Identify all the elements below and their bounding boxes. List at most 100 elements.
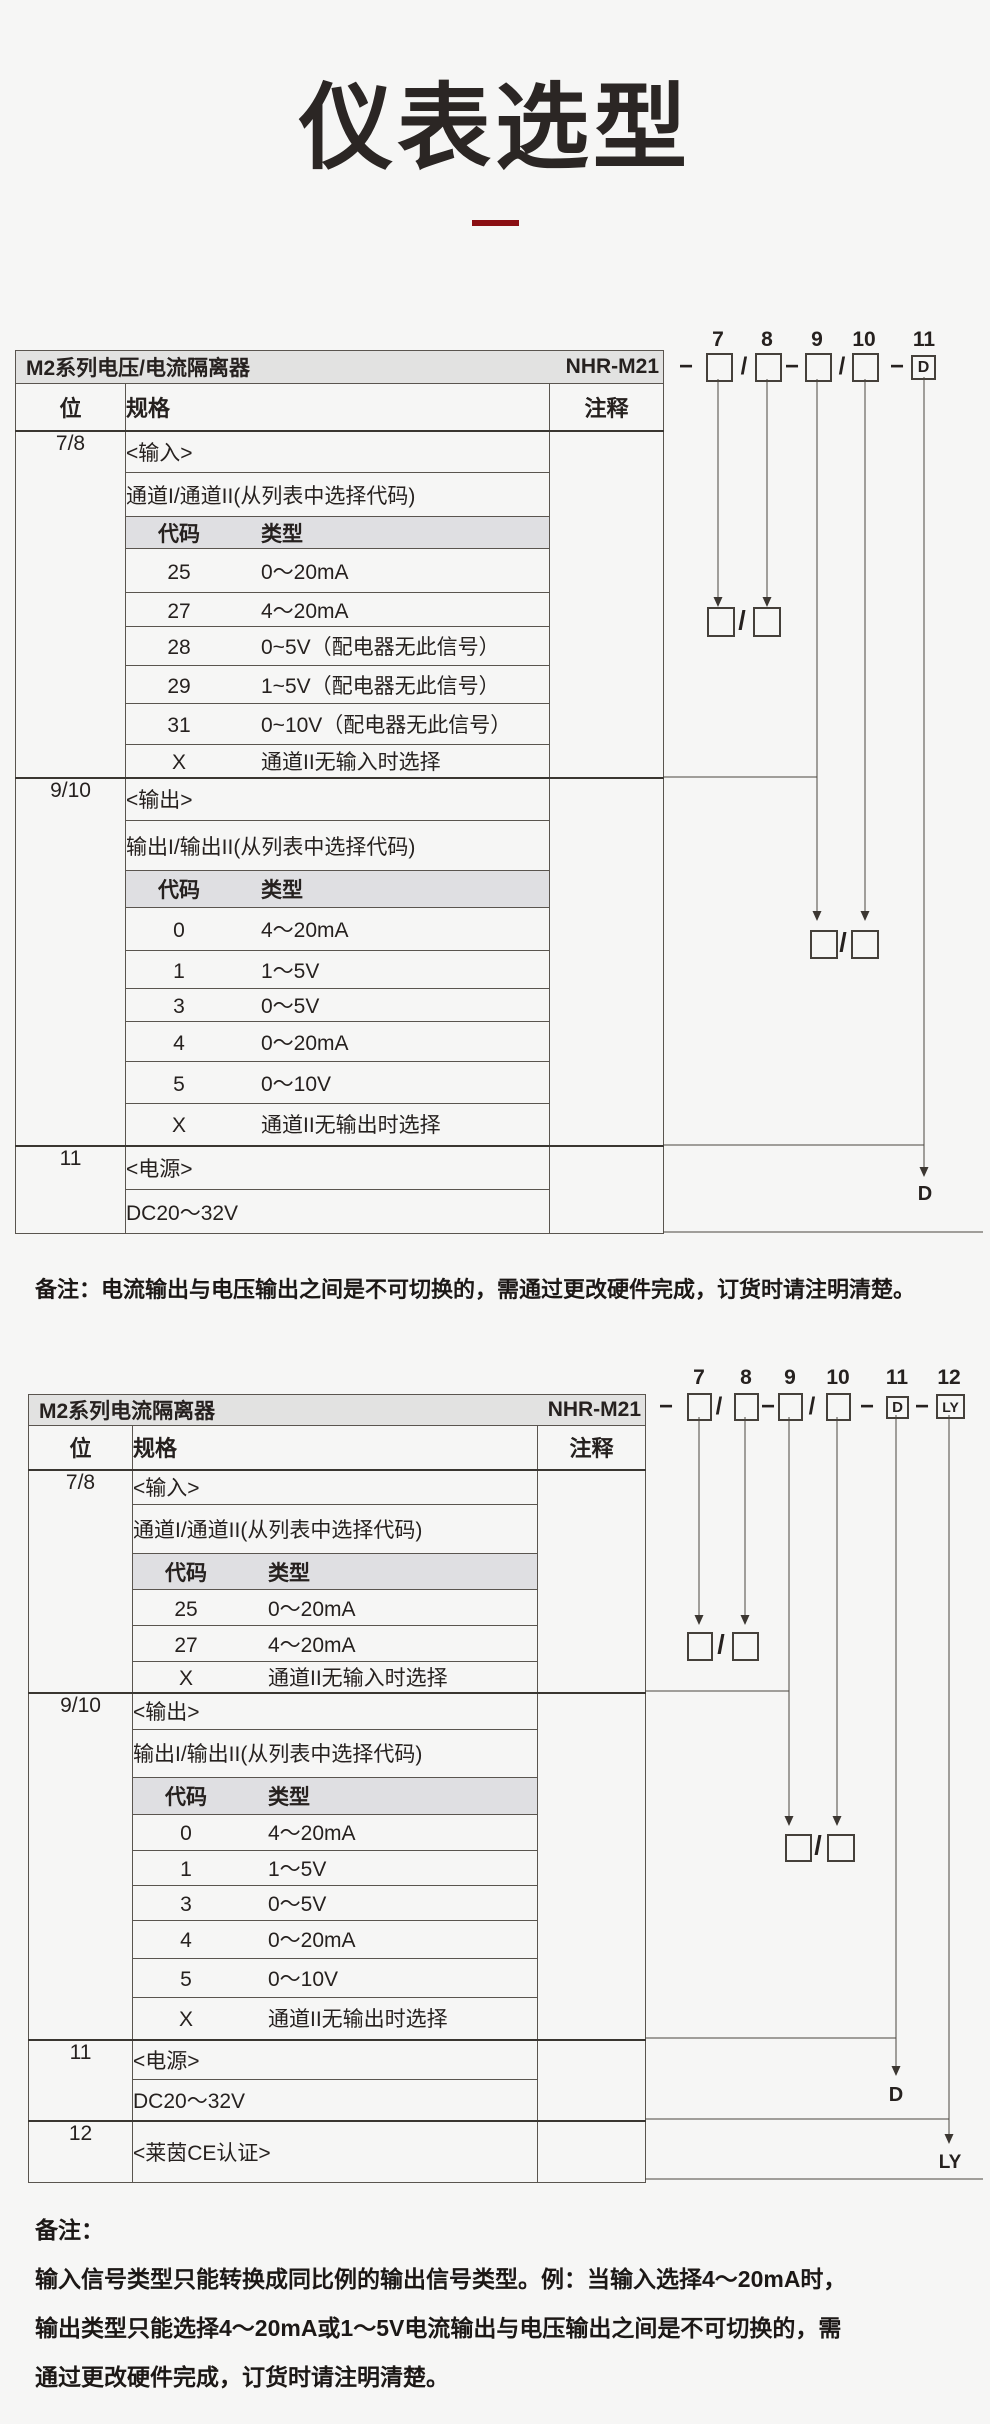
input-target-box-1 <box>687 1632 713 1661</box>
code-value: 3 <box>173 995 185 1018</box>
output-target-box-2 <box>851 930 879 959</box>
code-value: 3 <box>180 1892 192 1916</box>
table2-arrowheads <box>694 1615 954 2144</box>
code-value: 29 <box>167 674 191 698</box>
output-target-box-1 <box>785 1834 812 1862</box>
table2-col-header-bit: 位 <box>28 1425 133 1470</box>
code-box-d: D <box>911 355 936 380</box>
slash-symbol: / <box>814 1830 822 1861</box>
pos-label-10: 10 <box>852 328 876 351</box>
pos-label-9: 9 <box>811 328 823 351</box>
code-box-10 <box>826 1393 851 1421</box>
remark-label: 备注： <box>35 2217 104 2243</box>
table1-col-header-bit: 位 <box>15 383 126 431</box>
remark-line: 输出类型只能选择4～20mA或1～5V电流输出与电压输出之间是不可切换的，需 <box>35 2315 842 2341</box>
code-value: X <box>171 1114 186 1138</box>
selection-table-voltage-current-isolator: M2系列电压/电流隔离器 NHR-M21 位 规格 注释 7/8 <输入> 通道… <box>14 350 665 1234</box>
table2-bit-11: 11 <box>28 2039 133 2122</box>
remark-line: 通过更改硬件完成，订货时请注明清楚。 <box>35 2364 449 2390</box>
suffix-ly-label: LY <box>938 2152 962 2173</box>
code-value: X <box>178 1667 193 1690</box>
table1-input-subheader: 代码 类型 <box>125 516 550 549</box>
code-value: 28 <box>167 636 191 659</box>
code-header: 代码 <box>158 522 200 546</box>
code-row: X 通道II无输出时选择 <box>125 1103 550 1146</box>
code-value: 5 <box>180 1967 192 1991</box>
table2-header-bar: M2系列电流隔离器 NHR-M21 <box>27 1394 647 1426</box>
type-header: 类型 <box>261 522 303 546</box>
code-row: 31 0~10V（配电器无此信号） <box>125 703 550 745</box>
pos-label-11: 11 <box>912 328 936 351</box>
pos-label-9: 9 <box>784 1366 796 1389</box>
slash-symbol: / <box>838 353 846 380</box>
type-value: 通道II无输出时选择 <box>268 2008 448 2032</box>
table1-bit-11: 11 <box>15 1144 126 1234</box>
dash-symbol: − <box>889 353 905 380</box>
slash-symbol: / <box>740 353 748 380</box>
page-title: 仪表选型 <box>298 75 691 180</box>
type-value: 0～5V <box>268 1892 327 1916</box>
code-row: 27 4～20mA <box>132 1625 538 1662</box>
code-value: 25 <box>167 560 191 584</box>
code-row: 5 0～10V <box>125 1061 550 1104</box>
code-row: 0 4～20mA <box>132 1813 538 1851</box>
code-value: 1 <box>180 1857 192 1881</box>
slash-symbol: / <box>715 1393 723 1420</box>
type-header: 类型 <box>268 1785 310 1809</box>
code-box-9 <box>778 1393 803 1421</box>
table2-power-title: <电源> <box>132 2039 538 2080</box>
pos-label-11: 11 <box>885 1366 909 1389</box>
table2-input-subheader: 代码 类型 <box>132 1553 538 1590</box>
table2-bit-9-10: 9/10 <box>28 1692 133 2041</box>
table1-connectors <box>663 377 983 1233</box>
dash-symbol: − <box>678 353 694 380</box>
table1-col-header-spec: 规格 <box>125 383 550 431</box>
code-value: X <box>178 2008 193 2032</box>
code-row: 29 1~5V（配电器无此信号） <box>125 665 550 704</box>
code-value: 25 <box>174 1597 198 1621</box>
code-header: 代码 <box>165 1785 207 1809</box>
table1-bit-9-10: 9/10 <box>15 776 126 1146</box>
table1-note-cell-power <box>548 1144 665 1234</box>
code-box-ly: LY <box>936 1394 965 1419</box>
code-row: 0 4～20mA <box>125 907 550 951</box>
code-row: 4 0～20mA <box>132 1919 538 1959</box>
table2-cert-title: <莱茵CE认证> <box>132 2120 538 2183</box>
code-row: 25 0～20mA <box>125 548 550 593</box>
dash-symbol: − <box>859 1393 875 1420</box>
code-header: 代码 <box>165 1561 207 1585</box>
table2-output-title: <输出> <box>132 1692 538 1730</box>
slash-symbol: / <box>839 927 847 958</box>
type-value: 1～5V <box>261 959 320 983</box>
suffix-d-label: D <box>917 1183 933 1205</box>
table1-col-header-note: 注释 <box>548 383 665 431</box>
type-value: 0~5V（配电器无此信号） <box>261 636 500 659</box>
type-value: 4～20mA <box>261 599 349 623</box>
table2-output-subheader: 代码 类型 <box>132 1776 538 1815</box>
table1-power-value: DC20～32V <box>125 1189 550 1234</box>
type-value: 0～20mA <box>268 1929 356 1952</box>
type-value: 0～10V <box>261 1072 332 1096</box>
table1-arrowheads <box>713 597 929 1177</box>
code-value: 5 <box>173 1072 185 1096</box>
type-value: 0～5V <box>261 995 320 1018</box>
pos-label-7: 7 <box>712 328 724 351</box>
table2-input-subtitle: 通道I/通道II(从列表中选择代码) <box>132 1504 538 1554</box>
type-value: 通道II无输入时选择 <box>261 750 441 774</box>
type-value: 0～20mA <box>261 1031 349 1055</box>
code-row: 1 1～5V <box>125 950 550 989</box>
type-value: 通道II无输出时选择 <box>261 1114 441 1138</box>
code-value: 1 <box>173 959 185 983</box>
input-target-box-2 <box>753 607 781 637</box>
code-value: 31 <box>167 714 191 737</box>
pos-label-7: 7 <box>693 1366 705 1389</box>
type-header: 类型 <box>261 879 303 902</box>
table2-col-header-note: 注释 <box>536 1425 647 1470</box>
table1-bit-7-8: 7/8 <box>15 429 126 778</box>
type-header: 类型 <box>268 1561 310 1585</box>
table1-header-bar: M2系列电压/电流隔离器 NHR-M21 <box>14 350 665 384</box>
code-header: 代码 <box>158 879 200 902</box>
code-value: 27 <box>174 1633 198 1657</box>
code-row: X 通道II无输入时选择 <box>125 744 550 778</box>
